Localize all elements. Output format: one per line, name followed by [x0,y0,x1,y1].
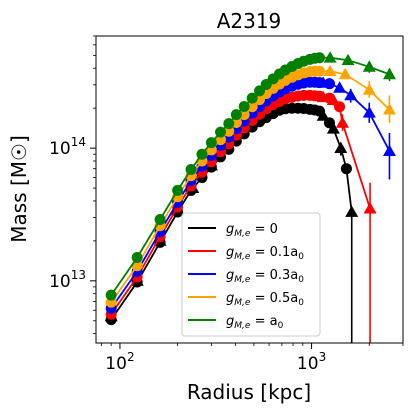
data-point-circle [223,125,235,137]
data-point-triangle [334,141,348,153]
data-point-triangle [363,202,377,214]
data-point-circle [205,137,217,149]
data-point-triangle [326,93,340,105]
data-point-triangle [326,122,340,134]
legend-label: gM,e = 0.5a0 [226,291,304,308]
data-point-circle [314,52,326,64]
data-point-circle [238,109,250,121]
legend-label: gM,e = 0.1a0 [226,245,304,262]
data-point-circle [230,109,242,121]
data-point-circle [172,184,184,196]
series-group [104,51,396,343]
data-point-triangle [333,81,347,93]
data-point-triangle [338,67,352,80]
legend-box [181,212,321,337]
x-tick-label: 103 [297,350,326,374]
data-point-circle [340,163,352,175]
series-4 [105,51,396,301]
data-point-circle [105,289,117,301]
data-point-triangle [362,60,376,72]
data-point-triangle [316,109,330,121]
data-point-circle [154,213,166,225]
data-point-circle [131,251,143,263]
legend-label: gM,e = a0 [226,314,284,331]
legend-label: gM,e = 0 [226,222,278,239]
data-point-triangle [344,88,358,101]
data-point-circle [215,126,227,138]
y-tick-label: 1013 [49,268,86,292]
data-point-triangle [383,144,396,156]
data-point-circle [238,100,250,112]
data-point-triangle [316,76,330,88]
data-point-circle [223,118,235,130]
data-point-circle [314,65,326,77]
y-axis-label: Mass [M☉] [7,135,31,243]
data-point-triangle [345,205,359,217]
data-point-triangle [316,90,330,103]
data-point-triangle [336,116,349,128]
data-point-triangle [323,64,337,77]
data-point-triangle [383,103,396,115]
data-point-circle [246,101,258,113]
data-point-triangle [323,51,337,63]
y-tick-label: 1014 [49,135,86,159]
data-point-triangle [362,83,376,95]
data-point-circle [196,148,208,160]
x-tick-label: 102 [105,350,134,374]
legend-label: gM,e = 0.3a0 [226,268,304,285]
data-point-triangle [383,67,396,80]
plot-area [104,51,396,343]
chart-title: A2319 [217,9,282,33]
axes-frame [95,35,404,344]
data-point-triangle [362,106,376,118]
legend: gM,e = 0 gM,e = 0.1a0 gM,e = 0.3a0 gM,e = 0… [181,212,321,337]
x-axis-label: Radius [kpc] [187,380,311,404]
data-point-triangle [341,53,355,66]
data-point-circle [185,164,197,176]
data-point-circle [246,92,258,104]
axis-ticks: 102 103 1013 1014 [49,35,404,374]
